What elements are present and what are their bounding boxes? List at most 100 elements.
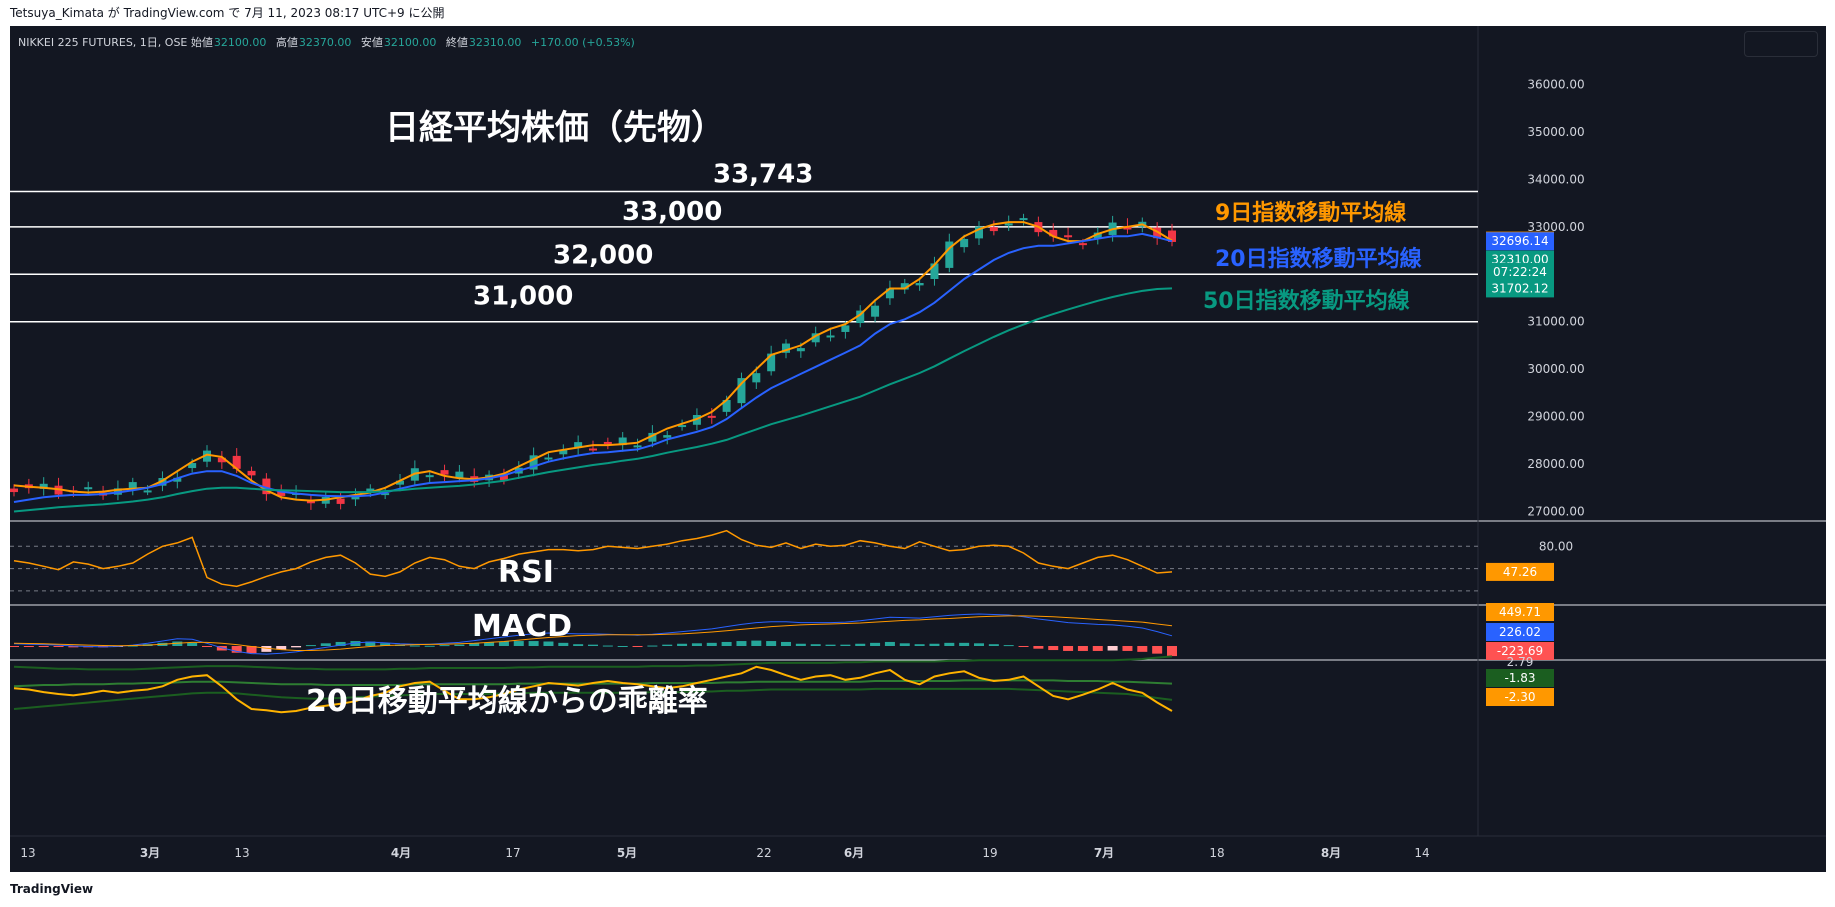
low-value: 32100.00 [383, 36, 437, 49]
time-tick-label: 19 [982, 846, 997, 860]
candle-body [336, 498, 345, 504]
macd-hist-bar [588, 644, 598, 646]
candle-body [143, 490, 152, 493]
macd-hist-bar [855, 643, 866, 646]
macd-hist-bar [335, 641, 346, 646]
macd-hist-bar [350, 641, 361, 646]
candle-body [811, 333, 820, 343]
candle-body [663, 435, 672, 438]
candle-body [603, 441, 612, 444]
macd-hist-bar [439, 645, 450, 647]
candle-body [989, 227, 998, 232]
candle-body [529, 455, 538, 470]
time-tick-label: 7月 [1094, 846, 1114, 860]
macd-hist-bar [305, 645, 316, 647]
time-tick-label: 13 [20, 846, 35, 860]
candle-body [247, 470, 256, 476]
macd-hist-bar [602, 645, 613, 647]
candle-body [1078, 243, 1087, 246]
macd-hist-bar [1063, 646, 1074, 651]
macd-hist-bar [261, 646, 272, 652]
legend-entry: 20日指数移動平均線 [1215, 246, 1422, 272]
deviation-label: 20日移動平均線からの乖離率 [306, 684, 708, 719]
chart-frame[interactable]: 日経平均株価（先物） 33,743 33,000 32,000 31,000 9日指数移動… [10, 26, 1826, 872]
series-line-ema50 [13, 287, 1173, 513]
rsi-label: RSI [498, 555, 554, 590]
candle-body [945, 241, 954, 268]
candle-body [173, 477, 182, 482]
macd-hist-bar [840, 644, 851, 646]
candle-body [915, 282, 924, 286]
level-annotation: 31,000 [473, 282, 573, 312]
price-tick-label: 36000.00 [1527, 77, 1584, 91]
rsi-line [13, 529, 1173, 588]
macd-hist-bar [617, 646, 628, 647]
candle-body [856, 310, 865, 324]
candle-body [366, 488, 375, 493]
close-label: 終値 [445, 36, 468, 49]
price-tag-label: 32696.14 [1491, 234, 1548, 248]
candle-body [559, 449, 568, 455]
candle-body [128, 482, 137, 489]
macd-value-tag [1486, 623, 1554, 641]
candle-body [975, 226, 983, 239]
candle-body [678, 425, 687, 428]
candle-body [960, 238, 969, 248]
price-tag-label: 07:22:24 [1493, 265, 1547, 279]
candle-body [1153, 227, 1162, 239]
high-label: 高値 [275, 36, 298, 49]
price-tag [1486, 279, 1554, 298]
macd-hist-bar [899, 643, 910, 646]
macd-value-tag [1486, 603, 1554, 621]
candle-body [277, 491, 286, 496]
macd-hist-bar [884, 641, 895, 646]
macd-hist-bar [662, 644, 673, 646]
candle-body [10, 488, 18, 493]
candle-body [841, 325, 850, 332]
low-label: 安値 [360, 36, 383, 49]
macd-hist-bar [23, 646, 34, 647]
rsi-value-label: 47.26 [1503, 565, 1537, 579]
macd-hist-bar [187, 642, 198, 646]
macd-hist-bar [424, 645, 435, 647]
macd-hist-bar [647, 645, 658, 647]
time-tick-label: 8月 [1321, 846, 1341, 860]
macd-hist-bar [513, 641, 524, 646]
macd-hist-bar [202, 646, 212, 647]
open-label: 始値 [190, 36, 213, 49]
macd-hist-bar [1137, 646, 1148, 652]
price-tick-label: 33000.00 [1527, 220, 1584, 234]
candle-body [158, 478, 167, 486]
macd-hist-bar [736, 641, 747, 646]
time-tick-label: 14 [1414, 846, 1429, 860]
candle-body [544, 457, 553, 460]
price-tick-label: 35000.00 [1527, 125, 1584, 139]
macd-hist-bar [1033, 646, 1044, 649]
deviation-value-label: -1.83 [1504, 671, 1535, 685]
macd-hist-bar [988, 644, 999, 646]
deviation-axis-tick: 2.79 [1507, 655, 1534, 669]
macd-hist-bar [320, 643, 331, 646]
rsi-value-tag [1486, 562, 1554, 581]
deviation-band-band_upper [13, 655, 1173, 671]
macd-hist-bar [974, 643, 984, 646]
macd-hist-bar [409, 645, 420, 647]
macd-hist-bar [944, 642, 955, 646]
toolbar-box[interactable] [1744, 31, 1818, 57]
macd-hist-bar [1092, 646, 1103, 651]
candle-body [737, 378, 746, 404]
level-annotation: 33,000 [622, 197, 722, 227]
candle-body [618, 437, 627, 446]
macd-hist-bar [1107, 646, 1118, 651]
candle-body [782, 343, 790, 353]
candle-body [1064, 235, 1073, 238]
macd-value-label: -223.69 [1497, 644, 1543, 658]
candle-body [589, 448, 597, 451]
candle-body [826, 335, 835, 338]
macd-hist-bar [276, 646, 287, 650]
macd-hist-bar [231, 646, 242, 653]
candle-body [203, 450, 211, 462]
tradingview-logo[interactable]: TradingView [10, 872, 93, 907]
chart-canvas[interactable]: 日経平均株価（先物） 33,743 33,000 32,000 31,000 9日指数移動… [10, 26, 1826, 872]
deviation-value-tag [1486, 688, 1554, 706]
